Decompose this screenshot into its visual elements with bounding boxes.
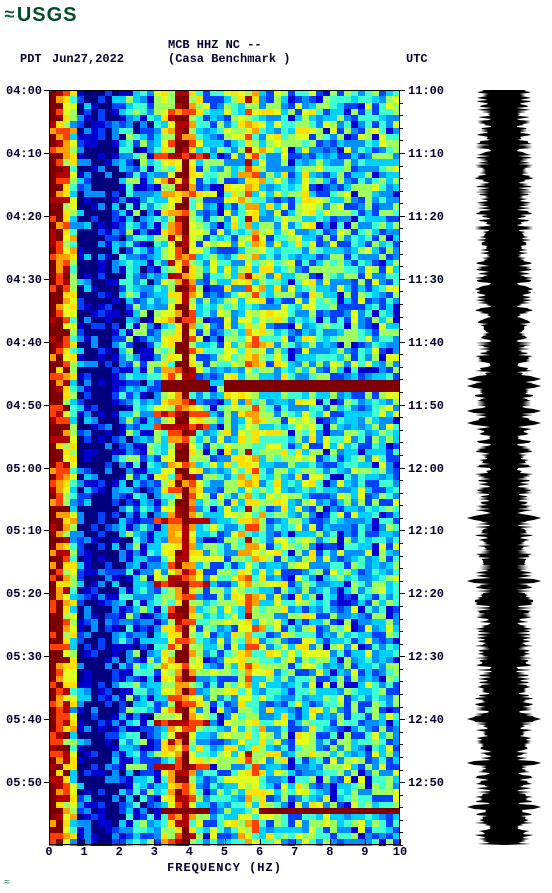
y-left-tick-label: 05:50 — [6, 776, 42, 790]
usgs-logo: ≈ USGS — [4, 4, 78, 27]
x-axis: FREQUENCY (HZ) 012345678910 — [49, 845, 400, 885]
x-tick-label: 8 — [320, 845, 340, 859]
x-tick-label: 4 — [179, 845, 199, 859]
plot-stage: FREQUENCY (HZ) 0 1 2 3 4 5 6 7 8 9 10 04:00 11:00 04… — [0, 84, 552, 884]
y-right-tick-label: 11:10 — [408, 147, 444, 161]
y-right-tick-label: 12:30 — [408, 650, 444, 664]
waveform-canvas — [466, 90, 542, 845]
site-label: (Casa Benchmark ) — [168, 52, 290, 66]
x-axis-label: FREQUENCY (HZ) — [49, 861, 400, 875]
y-left-tick-label: 04:30 — [6, 273, 42, 287]
y-left-tick-label: 05:00 — [6, 462, 42, 476]
x-tick-label: 6 — [250, 845, 270, 859]
y-right-tick-label: 12:40 — [408, 713, 444, 727]
y-left-tick-label: 04:00 — [6, 84, 42, 98]
y-left-tick-label: 05:20 — [6, 587, 42, 601]
y-left-tick-label: 05:40 — [6, 713, 42, 727]
usgs-logo-text: USGS — [17, 4, 78, 27]
y-right-tick-label: 11:30 — [408, 273, 444, 287]
y-left-tick-label: 05:30 — [6, 650, 42, 664]
y-left-tick-label: 04:20 — [6, 210, 42, 224]
x-tick-label: 5 — [215, 845, 235, 859]
waveform-panel — [466, 90, 542, 845]
y-right-tick-label: 11:00 — [408, 84, 444, 98]
y-right-tick-label: 11:40 — [408, 336, 444, 350]
usgs-logo-mark: ≈ — [4, 7, 15, 25]
x-tick-label: 2 — [109, 845, 129, 859]
date-label: Jun27,2022 — [52, 52, 124, 66]
spectrogram-canvas — [49, 90, 400, 845]
y-left-tick-label: 04:50 — [6, 399, 42, 413]
y-right-tick-label: 12:00 — [408, 462, 444, 476]
y-left-tick-label: 04:10 — [6, 147, 42, 161]
x-tick-label: 1 — [74, 845, 94, 859]
tz-left-label: PDT — [20, 52, 42, 66]
footer-mark-icon: ≈ — [4, 878, 10, 889]
y-right-tick-label: 11:20 — [408, 210, 444, 224]
y-right-tick-label: 11:50 — [408, 399, 444, 413]
y-right-tick-label: 12:50 — [408, 776, 444, 790]
x-tick-label: 10 — [390, 845, 410, 859]
spectrogram-panel — [49, 90, 400, 845]
y-right-tick-label: 12:20 — [408, 587, 444, 601]
station-label: MCB HHZ NC -- — [168, 38, 262, 52]
x-tick-label: 0 — [39, 845, 59, 859]
y-right-tick-label: 12:10 — [408, 524, 444, 538]
tz-right-label: UTC — [406, 52, 428, 66]
x-tick-label: 3 — [144, 845, 164, 859]
x-tick-label: 9 — [355, 845, 375, 859]
x-tick-label: 7 — [285, 845, 305, 859]
y-left-tick-label: 05:10 — [6, 524, 42, 538]
y-left-tick-label: 04:40 — [6, 336, 42, 350]
